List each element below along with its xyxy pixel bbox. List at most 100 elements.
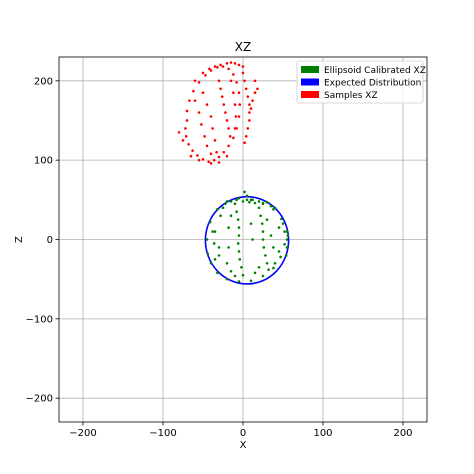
sample-point (216, 66, 219, 69)
calibrated-point (206, 252, 210, 256)
calibrated-point (269, 204, 273, 208)
x-tick-label: 0 (240, 428, 246, 439)
sample-point (233, 127, 237, 130)
calibrated-point (211, 230, 214, 233)
sample-point (243, 79, 246, 83)
calibrated-point (285, 246, 289, 249)
plot-area (177, 61, 290, 285)
y-tick-label: 200 (34, 76, 53, 87)
axis-ticks: −200 −100 0 100 200 −200 −100 0 100 200 (26, 76, 413, 439)
sample-point (244, 135, 248, 138)
calibrated-point (235, 210, 238, 214)
calibrated-point (283, 230, 286, 233)
sample-point (213, 139, 217, 142)
calibrated-point (286, 234, 290, 237)
x-tick-label: 200 (393, 428, 412, 439)
calibrated-point (261, 274, 265, 278)
sample-point (209, 162, 213, 165)
sample-point (177, 131, 181, 134)
sample-point (205, 103, 209, 106)
calibrated-point (277, 250, 281, 253)
sample-point (185, 109, 189, 113)
sample-point (253, 91, 257, 95)
sample-point (228, 135, 232, 138)
sample-point (197, 111, 201, 114)
calibrated-point (269, 234, 273, 237)
sample-point (187, 142, 190, 146)
sample-point (246, 127, 250, 130)
calibrated-point (213, 230, 217, 233)
calibrated-point (243, 190, 246, 194)
sample-point (201, 71, 205, 75)
calibrated-point (241, 273, 245, 277)
sample-point (251, 99, 254, 102)
sample-point (207, 160, 210, 164)
sample-point (233, 103, 237, 106)
sample-point (201, 91, 205, 95)
calibrated-point (225, 277, 229, 281)
sample-point (248, 119, 251, 122)
calibrated-point (240, 265, 243, 269)
calibrated-point (261, 230, 265, 233)
sample-point (225, 62, 229, 65)
calibrated-point (253, 271, 257, 275)
calibrated-point (209, 262, 213, 265)
sample-point (217, 161, 221, 164)
calibrated-point (248, 200, 251, 204)
sample-point (221, 65, 225, 68)
calibrated-point (221, 206, 225, 210)
calibrated-point (237, 250, 241, 253)
calibrated-point (205, 238, 209, 241)
calibrated-point (273, 262, 277, 265)
calibrated-point (212, 242, 216, 245)
calibrated-point (216, 208, 219, 211)
sample-point (193, 79, 197, 83)
sample-point (181, 139, 185, 142)
sample-point (229, 79, 233, 83)
calibrated-point (217, 246, 221, 249)
sample-point (209, 152, 213, 156)
calibrated-point (229, 200, 233, 203)
sample-point (212, 158, 216, 162)
sample-point (209, 115, 213, 118)
calibrated-point (261, 238, 265, 241)
calibrated-point (245, 198, 249, 202)
y-tick-label: 100 (34, 156, 53, 167)
sample-point (184, 135, 188, 138)
sample-point (227, 67, 230, 71)
sample-point (219, 63, 222, 67)
y-axis-title: Z (14, 236, 25, 243)
legend-box (296, 60, 424, 104)
calibrated-point (285, 238, 289, 241)
sample-point (189, 154, 193, 158)
sample-point (225, 119, 229, 122)
sample-point (235, 81, 238, 84)
calibrated-point (285, 230, 289, 233)
x-tick-label: 100 (313, 428, 332, 439)
calibrated-point (253, 201, 257, 205)
calibrated-point (233, 202, 237, 206)
chart-title: XZ (235, 40, 251, 54)
legend-label-ellipsoid: Ellipsoid Calibrated XZ (324, 66, 426, 76)
calibrated-point (257, 200, 261, 203)
calibrated-point (238, 258, 242, 261)
sample-point (233, 62, 237, 65)
calibrated-point (261, 202, 265, 206)
sample-point (248, 111, 251, 114)
calibrated-point (249, 279, 253, 283)
calibrated-point (272, 208, 275, 211)
sample-point (248, 103, 251, 106)
calibrated-point (229, 214, 233, 217)
sample-point (232, 136, 235, 140)
calibrated-point (227, 246, 230, 249)
sample-point (222, 103, 226, 106)
sample-point (191, 149, 194, 152)
sample-point (234, 115, 238, 118)
sample-point (227, 127, 230, 130)
calibrated-point (213, 258, 217, 261)
sample-point (220, 95, 224, 98)
sample-point (243, 141, 246, 144)
calibrated-point (264, 254, 267, 257)
y-tick-label: 0 (47, 235, 53, 246)
sample-point (208, 67, 211, 71)
